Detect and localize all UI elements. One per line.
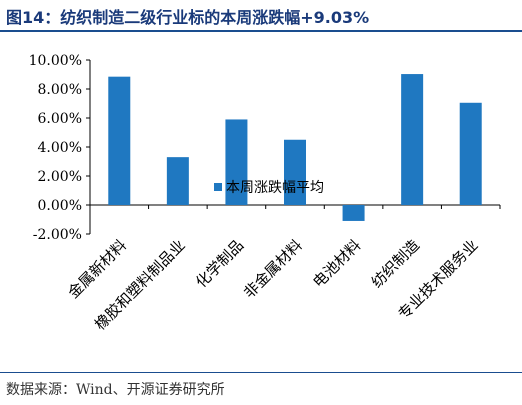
x-tick-label: 纺织制造 — [368, 236, 423, 291]
y-tick-label: 10.00% — [29, 53, 82, 69]
y-tick-label: -2.00% — [33, 227, 82, 243]
bar — [108, 76, 131, 205]
y-tick-label: 4.00% — [38, 140, 82, 156]
footer: 数据来源：Wind、开源证券研究所 — [0, 372, 522, 405]
x-tick-label: 非金属材料 — [240, 236, 306, 302]
legend-label: 本周涨跌幅平均 — [226, 180, 324, 196]
y-tick-label: 2.00% — [38, 169, 82, 185]
bar — [284, 139, 306, 205]
title-bar: 图14：纺织制造二级行业标的本周涨跌幅+9.03% — [0, 0, 522, 32]
y-tick-label: 0.00% — [38, 198, 82, 214]
legend-swatch — [214, 183, 222, 191]
source-note: 数据来源：Wind、开源证券研究所 — [6, 382, 225, 398]
bar — [166, 157, 189, 205]
x-tick-label: 电池材料 — [309, 236, 364, 291]
bar-chart: 10.00%8.00%6.00%4.00%2.00%0.00%-2.00%金属新… — [29, 53, 501, 334]
y-tick-label: 6.00% — [38, 111, 82, 127]
bar — [401, 74, 424, 205]
x-tick-label: 化学制品 — [192, 236, 247, 291]
y-tick-label: 8.00% — [38, 82, 82, 98]
chart-area: 10.00% 8.00% 6.00% 4.00% 2.00% 0.00% -2.00% 金属新… — [0, 32, 522, 372]
bar — [459, 102, 482, 205]
chart-title: 图14：纺织制造二级行业标的本周涨跌幅+9.03% — [6, 8, 370, 27]
bar — [225, 119, 248, 205]
bar — [342, 205, 365, 221]
